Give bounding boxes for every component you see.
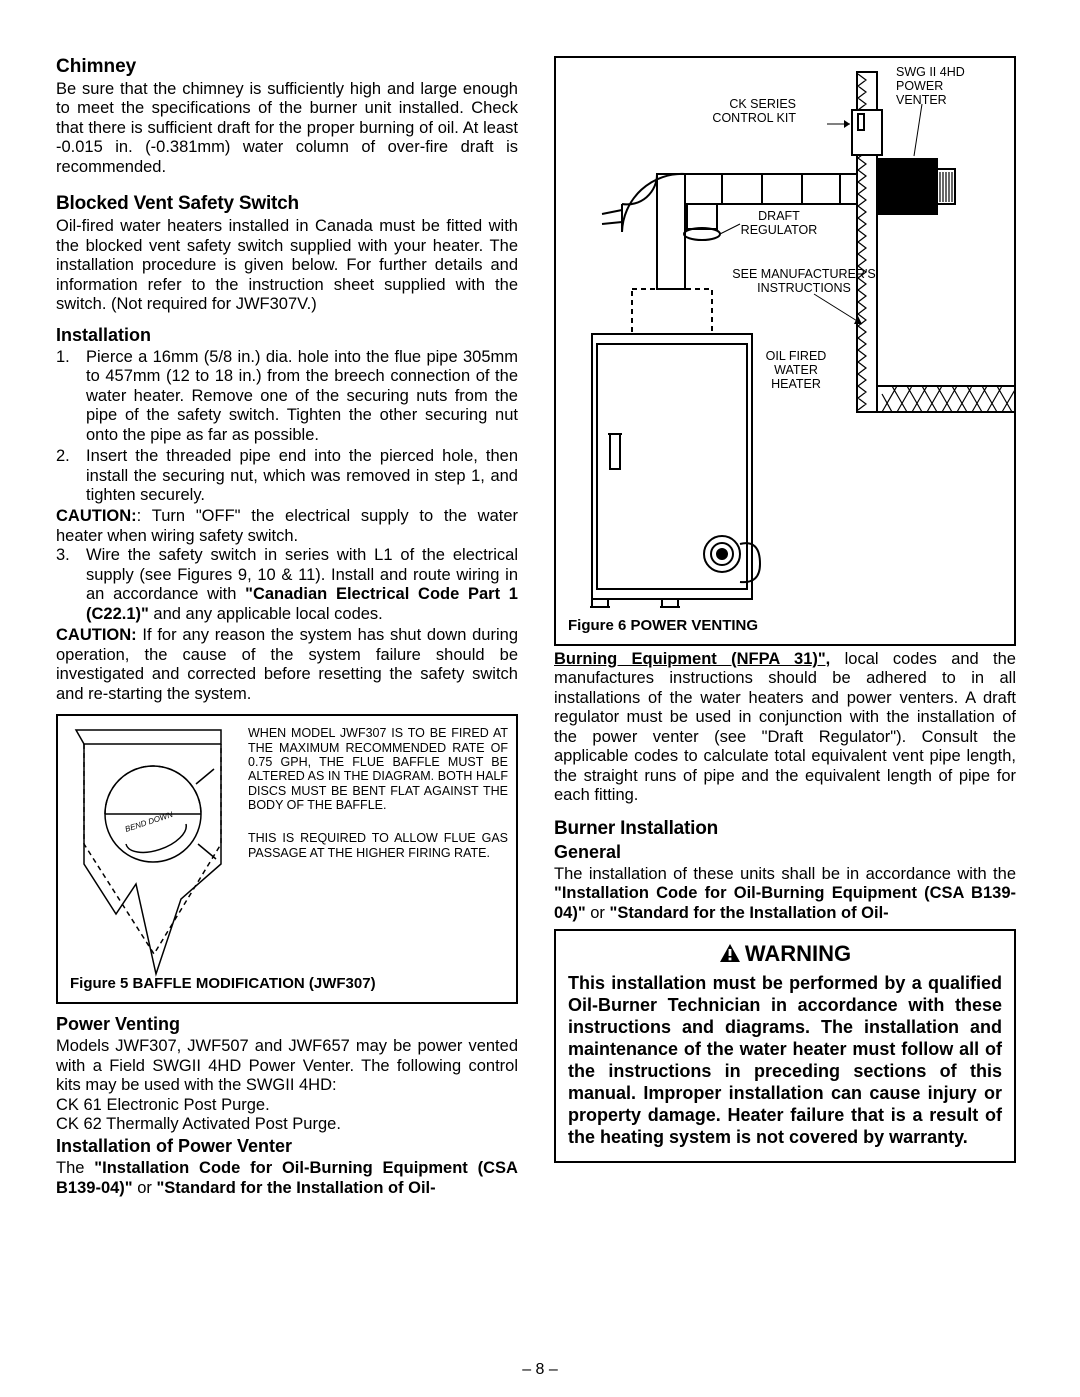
caution-2: CAUTION: If for any reason the system ha… (56, 626, 518, 704)
figure-5-caption: Figure 5 BAFFLE MODIFICATION (JWF307) (70, 975, 376, 992)
left-column: Chimney Be sure that the chimney is suff… (56, 56, 526, 1198)
warning-triangle-icon (719, 943, 741, 963)
figure-5-box: BEND DOWN WHEN MODEL JWF307 IS TO BE FIR… (56, 714, 518, 1004)
heading-bvss: Blocked Vent Safety Switch (56, 193, 518, 215)
heading-general: General (554, 842, 1016, 863)
right-column: CK SERIES CONTROL KIT SWG II 4HD POWER V… (546, 56, 1016, 1198)
step-1-text: Pierce a 16mm (5/8 in.) dia. hole into t… (86, 348, 518, 444)
step-2-text: Insert the threaded pipe end into the pi… (86, 447, 518, 504)
power-venting-diagram-icon (562, 64, 1016, 609)
heading-installation: Installation (56, 325, 518, 346)
caution-1: CAUTION:: Turn "OFF" the electrical supp… (56, 507, 518, 546)
ipv-d: "Standard for the Installation of Oil- (156, 1179, 435, 1197)
ipv-a: The (56, 1159, 94, 1177)
paragraph-chimney: Be sure that the chimney is sufficiently… (56, 80, 518, 177)
caution-1-label: CAUTION: (56, 507, 137, 525)
baffle-diagram-icon: BEND DOWN (66, 724, 236, 984)
figure-6-caption: Figure 6 POWER VENTING (568, 617, 758, 634)
figure-6-box: CK SERIES CONTROL KIT SWG II 4HD POWER V… (554, 56, 1016, 646)
warning-box: WARNING This installation must be perfor… (554, 929, 1016, 1163)
label-ck-series: CK SERIES CONTROL KIT (686, 98, 796, 126)
paragraph-general: The installation of these units shall be… (554, 865, 1016, 923)
figure-5-note-1: WHEN MODEL JWF307 IS TO BE FIRED AT THE … (248, 726, 508, 812)
gen-d: "Standard for the Installation of Oil- (610, 904, 889, 922)
cont-b: local codes and the manufactures instruc… (554, 650, 1016, 804)
heading-burner-installation: Burner Installation (554, 818, 1016, 840)
warning-header: WARNING (568, 941, 1002, 967)
cont-a: Burning Equipment (NFPA 31)", (554, 650, 830, 668)
paragraph-ipv: The "Installation Code for Oil-Burning E… (56, 1159, 518, 1198)
label-draft-regulator: DRAFT REGULATOR (724, 210, 834, 238)
step-2: 2.Insert the threaded pipe end into the … (56, 447, 518, 505)
caution-2-label: CAUTION: (56, 626, 137, 644)
warning-title: WARNING (745, 941, 851, 966)
step-3c: and any applicable local codes. (149, 605, 383, 623)
pv-line-2: CK 62 Thermally Activated Post Purge. (56, 1115, 518, 1134)
installation-steps-cont: 3.Wire the safety switch in series with … (56, 546, 518, 624)
label-oil-heater: OIL FIRED WATER HEATER (746, 350, 846, 391)
label-mfr-instructions: SEE MANUFACTURER'S INSTRUCTIONS (724, 268, 884, 296)
heading-chimney: Chimney (56, 56, 518, 78)
step-1: 1.Pierce a 16mm (5/8 in.) dia. hole into… (56, 348, 518, 445)
heading-power-venting: Power Venting (56, 1014, 518, 1035)
installation-steps: 1.Pierce a 16mm (5/8 in.) dia. hole into… (56, 348, 518, 506)
paragraph-power-venting: Models JWF307, JWF507 and JWF657 may be … (56, 1037, 518, 1095)
page-number: – 8 – (0, 1361, 1080, 1379)
gen-a: The installation of these units shall be… (554, 865, 1016, 883)
warning-body: This installation must be performed by a… (568, 973, 1002, 1149)
label-swg: SWG II 4HD POWER VENTER (896, 66, 1006, 107)
page-content: Chimney Be sure that the chimney is suff… (56, 56, 1024, 1198)
gen-c: or (586, 904, 610, 922)
pv-line-1: CK 61 Electronic Post Purge. (56, 1096, 518, 1115)
ipv-c: or (133, 1179, 157, 1197)
figure-5-note-2: THIS IS REQUIRED TO ALLOW FLUE GAS PASSA… (248, 831, 508, 860)
paragraph-bvss: Oil-fired water heaters installed in Can… (56, 217, 518, 314)
step-3: 3.Wire the safety switch in series with … (56, 546, 518, 624)
heading-install-power-venter: Installation of Power Venter (56, 1136, 518, 1157)
paragraph-continuation: Burning Equipment (NFPA 31)", local code… (554, 650, 1016, 806)
